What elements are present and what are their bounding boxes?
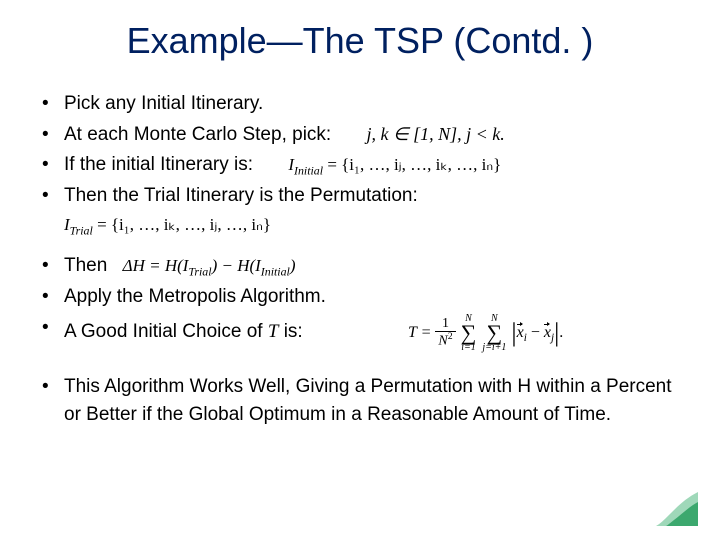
bullet-item: A Good Initial Choice of T is: T = 1 N2 … bbox=[42, 314, 690, 353]
bullet-text-post: is: bbox=[278, 321, 302, 342]
eq-T-formula: T = 1 N2 N ∑ i=1 N ∑ j=i+1 |xi − xj|. bbox=[408, 324, 563, 341]
bullet-item: At each Monte Carlo Step, pick: j, k ∈ [… bbox=[42, 121, 690, 150]
eq-sub: Initial bbox=[294, 163, 323, 177]
bullet-block-2: Then ΔH = H(ITrial) − H(IInitial) Apply … bbox=[42, 252, 690, 352]
sum-symbol: N ∑ j=i+1 bbox=[482, 314, 506, 353]
slide-container: Example—The TSP (Contd. ) Pick any Initi… bbox=[0, 0, 720, 540]
eq-part: ) bbox=[290, 256, 296, 275]
bullet-text: Pick any Initial Itinerary. bbox=[64, 93, 263, 114]
eq-initial-itinerary: IInitial = {i₁, …, iⱼ, …, iₖ, …, iₙ} bbox=[288, 155, 501, 174]
slide-title: Example—The TSP (Contd. ) bbox=[30, 20, 690, 62]
sum-bot: j=i+1 bbox=[482, 343, 506, 353]
bullet-item: Apply the Metropolis Algorithm. bbox=[42, 283, 690, 312]
bullet-item: Pick any Initial Itinerary. bbox=[42, 90, 690, 119]
fraction: 1 N2 bbox=[435, 317, 455, 349]
eq-part: ΔH = H(I bbox=[123, 256, 189, 275]
bullet-text-pre: A Good Initial Choice of bbox=[64, 321, 268, 342]
bullet-block-1: Pick any Initial Itinerary. At each Mont… bbox=[42, 90, 690, 211]
eq-delta-h: ΔH = H(ITrial) − H(IInitial) bbox=[123, 256, 296, 275]
bullet-text: Apply the Metropolis Algorithm. bbox=[64, 286, 326, 307]
bullet-item: This Algorithm Works Well, Giving a Perm… bbox=[42, 373, 690, 430]
sum-bot: i=1 bbox=[461, 343, 477, 353]
footer-logo-icon bbox=[656, 492, 698, 526]
eq-x: x bbox=[544, 324, 551, 341]
bullet-block-3: This Algorithm Works Well, Giving a Perm… bbox=[42, 373, 690, 430]
frac-den: N2 bbox=[435, 332, 455, 349]
bullet-text: This Algorithm Works Well, Giving a Perm… bbox=[64, 376, 672, 426]
eq-x: x bbox=[517, 324, 524, 341]
sum-symbol: N ∑ i=1 bbox=[461, 314, 477, 353]
bullet-item: Then ΔH = H(ITrial) − H(IInitial) bbox=[42, 252, 690, 281]
eq-part: ) − H(I bbox=[212, 256, 261, 275]
eq-jk-pick: j, k ∈ [1, N], j < k. bbox=[366, 124, 504, 144]
eq-sub: Initial bbox=[261, 265, 290, 279]
bullet-item: Then the Trial Itinerary is the Permutat… bbox=[42, 182, 690, 211]
bullet-text: At each Monte Carlo Step, pick: bbox=[64, 124, 331, 145]
eq-rhs: = {i₁, …, iⱼ, …, iₖ, …, iₙ} bbox=[327, 155, 501, 174]
eq-period: . bbox=[559, 324, 563, 341]
bullet-text: Then the Trial Itinerary is the Permutat… bbox=[64, 185, 418, 206]
eq-trial-itinerary: ITrial = {i₁, …, iₖ, …, iⱼ, …, iₙ} bbox=[64, 215, 690, 238]
eq-minus: − bbox=[531, 324, 540, 341]
bullet-item: If the initial Itinerary is: IInitial = … bbox=[42, 151, 690, 180]
eq-sub: Trial bbox=[188, 265, 211, 279]
eq-part: T = bbox=[408, 324, 431, 341]
eq-sub: i bbox=[524, 332, 527, 344]
bullet-text: Then bbox=[64, 255, 107, 276]
var-T: T bbox=[268, 321, 279, 342]
eq-rhs: = {i₁, …, iₖ, …, iⱼ, …, iₙ} bbox=[97, 215, 271, 234]
bullet-text: If the initial Itinerary is: bbox=[64, 154, 253, 175]
eq-sub: Trial bbox=[70, 223, 93, 237]
frac-num: 1 bbox=[435, 317, 455, 332]
